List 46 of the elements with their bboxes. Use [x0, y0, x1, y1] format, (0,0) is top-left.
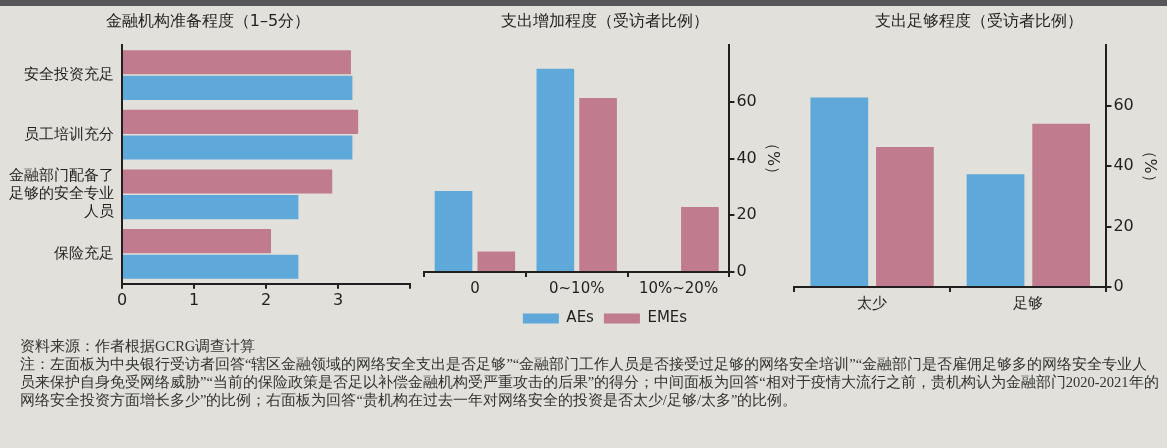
x-tick-label: 足够 [1013, 293, 1044, 312]
bar [579, 97, 617, 271]
text: 注：左面板为中央银行受访者回答“辖区金融领域的网络安全支出是否足够”“金融部门工作人员是否接受过足够的网络安全培训”“金融部门是否雇佣足够多的网络安全专业人员来保护自身免受网络威胁”“当前的保险政策是否足以补偿金融机构受严重攻击的后果”的得分；中间面板为回答“相对于疫情大流行之前，贵机构认为金融部门2020-2021年的网络安全投资方面增长多少”的比例；右面板为回答“贵机构在过去一年对网络安全的投资是否太少/足够/太多”的比例。 [20, 355, 1160, 409]
y-tick-label: 员工培训充分 [24, 124, 114, 143]
bar [123, 50, 351, 75]
bar [434, 190, 473, 271]
bar [123, 75, 353, 100]
y-axis-title: （%） [764, 135, 784, 183]
x-tick-label: 2 [260, 289, 272, 309]
bar [123, 169, 333, 194]
bar [810, 97, 869, 286]
bar [123, 135, 353, 160]
bar [123, 195, 299, 220]
y-tick-label: 40 [1113, 155, 1134, 175]
bar [966, 174, 1025, 286]
bar [536, 68, 575, 271]
y-tick-label: 金融部门配备了足够的安全专业人员 [9, 166, 114, 221]
bar [123, 254, 299, 279]
y-tick-label: 20 [736, 204, 757, 224]
y-tick-label: 60 [736, 91, 757, 111]
legend-label: EMEs [647, 308, 688, 327]
legend-label: AEs [566, 308, 595, 327]
y-tick-label: 20 [1113, 215, 1134, 235]
y-tick-label: 0 [736, 261, 747, 281]
y-axis-title: （%） [1141, 142, 1161, 190]
text: 资料来源：作者根据GCRG调查计算 [20, 337, 257, 355]
x-tick-label: 1 [188, 289, 200, 309]
bar [477, 251, 516, 271]
bar [681, 207, 719, 271]
x-tick-label: 太少 [857, 293, 888, 312]
chart-title: 支出增加程度（受访者比例） [501, 10, 709, 30]
y-tick-label: 40 [736, 147, 757, 167]
bar [123, 109, 359, 134]
y-tick-label: 保险充足 [54, 243, 114, 262]
x-tick-label: 0 [470, 278, 480, 297]
x-tick-label: 0 [116, 289, 128, 309]
x-tick-label: 0~10% [548, 278, 605, 297]
bar [1032, 123, 1091, 286]
x-tick-label: 3 [332, 289, 344, 309]
y-tick-label: 60 [1113, 94, 1134, 114]
chart-title: 支出足够程度（受访者比例） [874, 10, 1083, 30]
bar [123, 229, 272, 254]
bar [876, 147, 934, 286]
y-tick-label: 安全投资充足 [24, 64, 114, 83]
x-tick-label: 10%~20% [638, 278, 719, 297]
chart-title: 金融机构准备程度（1–5分） [105, 10, 311, 30]
